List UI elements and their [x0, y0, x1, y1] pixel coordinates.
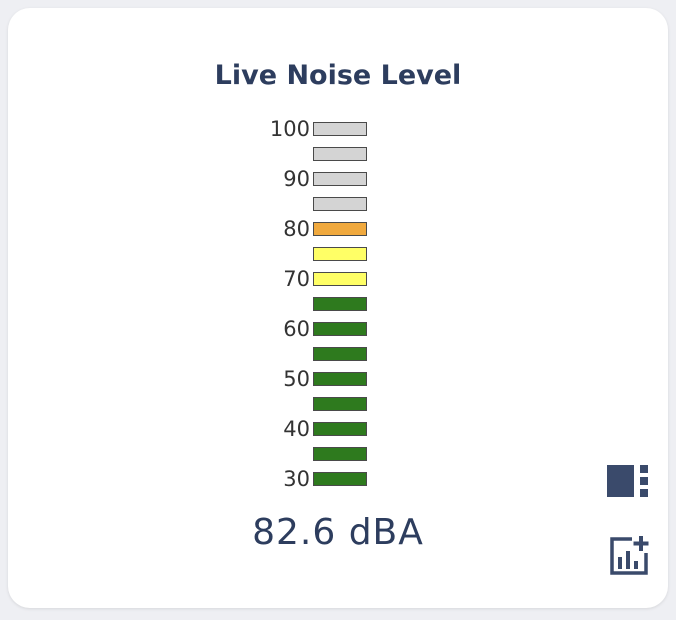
meter-segment [313, 222, 367, 236]
meter-tick-label: 100 [269, 117, 310, 141]
meter-tick-label: 50 [283, 367, 310, 391]
meter-segment [313, 447, 367, 461]
meter-tick-label: 40 [283, 417, 310, 441]
meter-segment [313, 372, 367, 386]
widget-title: Live Noise Level [214, 60, 462, 91]
meter-segment [313, 297, 367, 311]
meter-segment [313, 347, 367, 361]
noise-reading: 82.6 dBA [252, 512, 424, 553]
meter-tick-label: 90 [283, 167, 310, 191]
meter-tick-label: 70 [283, 267, 310, 291]
meter-segment [313, 247, 367, 261]
meter-segment [313, 322, 367, 336]
meter-tick-label: 30 [283, 467, 310, 491]
meter-segment [313, 147, 367, 161]
meter-segment [313, 272, 367, 286]
meter-segment [313, 197, 367, 211]
meter-segment [313, 122, 367, 136]
meter-segment [313, 172, 367, 186]
meter-tick-label: 80 [283, 217, 310, 241]
add-chart-icon[interactable] [608, 535, 650, 577]
meter-segment [313, 472, 367, 486]
meter-tick-label: 60 [283, 317, 310, 341]
meter-segment [313, 397, 367, 411]
view-quilt-icon[interactable] [607, 465, 649, 497]
meter-segment [313, 422, 367, 436]
